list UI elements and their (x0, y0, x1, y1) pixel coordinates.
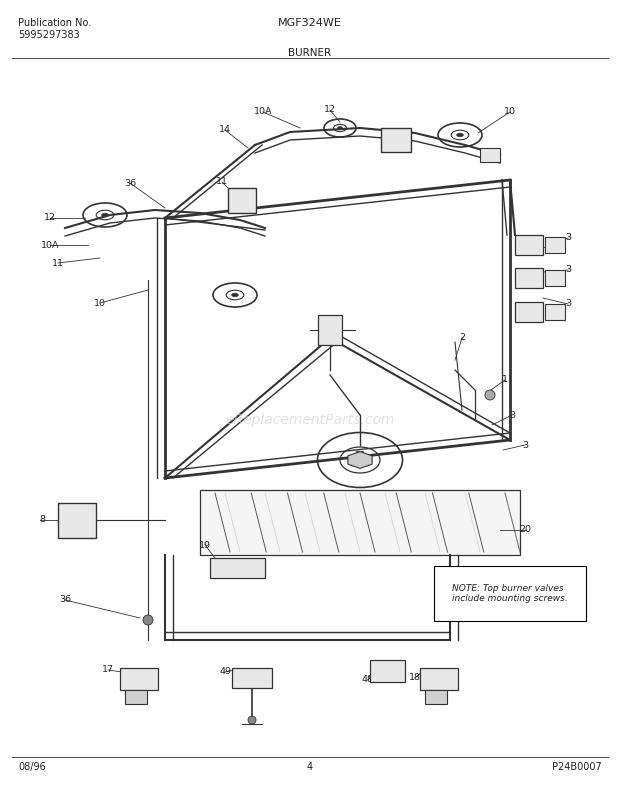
Text: 4: 4 (307, 762, 313, 772)
Bar (58, 503, 96, 538)
Text: 10A: 10A (41, 240, 60, 249)
Ellipse shape (338, 127, 342, 130)
Text: P24B0007: P24B0007 (552, 762, 602, 772)
Bar (381, 128, 411, 152)
Text: 21: 21 (354, 451, 366, 460)
Text: 08/96: 08/96 (18, 762, 46, 772)
Text: 2: 2 (459, 334, 465, 343)
Text: 36: 36 (124, 179, 136, 187)
Polygon shape (348, 452, 372, 468)
Text: 12: 12 (44, 214, 56, 222)
Text: 20: 20 (519, 525, 531, 535)
Ellipse shape (457, 133, 463, 137)
Bar (545, 237, 565, 253)
Text: NOTE: Top burner valves
include mounting screws.: NOTE: Top burner valves include mounting… (452, 584, 568, 604)
Text: 8: 8 (39, 516, 45, 524)
Text: 10: 10 (504, 108, 516, 116)
Text: 36: 36 (59, 596, 71, 604)
Text: 5995297383: 5995297383 (18, 30, 80, 40)
Text: 12: 12 (324, 105, 336, 115)
Bar (425, 690, 447, 704)
Text: BURNER: BURNER (288, 48, 332, 58)
Ellipse shape (102, 214, 108, 217)
Bar (370, 660, 405, 682)
Bar (318, 315, 342, 345)
Bar (210, 558, 265, 578)
Bar (420, 668, 458, 690)
Text: eReplacementParts.com: eReplacementParts.com (225, 413, 395, 427)
Bar (200, 490, 520, 555)
Text: 17: 17 (102, 665, 114, 675)
Bar (515, 268, 543, 288)
Bar (125, 690, 147, 704)
Text: 3: 3 (565, 300, 571, 308)
Bar (545, 270, 565, 286)
Text: 18: 18 (409, 673, 421, 683)
Circle shape (143, 615, 153, 625)
Bar (515, 235, 543, 255)
Circle shape (485, 390, 495, 400)
Text: 3: 3 (522, 441, 528, 449)
Bar (545, 304, 565, 320)
Text: 1: 1 (502, 376, 508, 384)
Bar (232, 668, 272, 688)
Text: 49: 49 (219, 668, 231, 676)
Text: 3: 3 (565, 233, 571, 243)
Circle shape (248, 716, 256, 724)
Text: 48: 48 (362, 676, 374, 684)
Bar (515, 302, 543, 322)
Text: 10: 10 (94, 298, 106, 308)
Bar (480, 148, 500, 162)
Text: 14: 14 (219, 126, 231, 134)
Ellipse shape (232, 293, 238, 297)
Text: 11: 11 (52, 259, 64, 267)
Bar (120, 668, 158, 690)
Text: 10A: 10A (254, 108, 272, 116)
Text: 3: 3 (509, 411, 515, 419)
Text: 19: 19 (199, 540, 211, 550)
Bar (228, 188, 256, 213)
Text: 11: 11 (216, 177, 228, 187)
Text: 3: 3 (565, 266, 571, 274)
Text: Publication No.: Publication No. (18, 18, 91, 28)
Text: MGF324WE: MGF324WE (278, 18, 342, 28)
